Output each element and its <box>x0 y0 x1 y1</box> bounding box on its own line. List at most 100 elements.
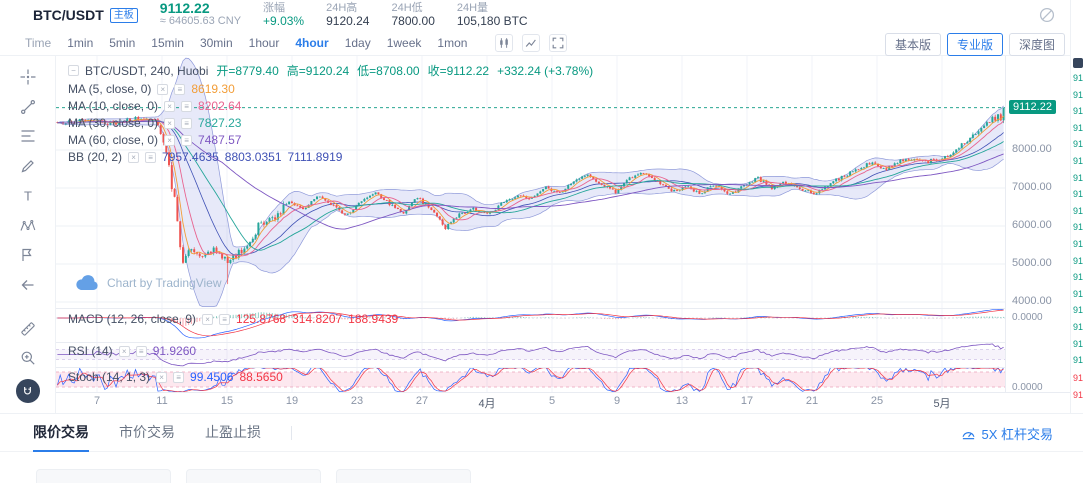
depth-chart-button[interactable]: 深度图 <box>1008 33 1065 56</box>
symbol-block: BTC/USDT 主板 <box>33 7 138 23</box>
interval-1mon[interactable]: 1mon <box>437 35 468 50</box>
chart-style-icon[interactable] <box>495 33 514 52</box>
market-badge: 主板 <box>109 7 138 23</box>
indicator-settings-icon[interactable]: ≡ <box>219 313 231 325</box>
orderbook-ask-fragment: 91 <box>1073 106 1083 117</box>
orderbook-ask-fragment: 91 <box>1073 222 1083 233</box>
tradingview-logo-icon <box>76 275 98 290</box>
orderbook-edge-strip: 91 91 91 91 91 91 91 91 91 91 91 91 91 91 91 91 91 91 91 91 <box>1070 0 1083 413</box>
indicator-legend-bb: BB (20, 2) × ≡ 7957.4635 8803.0351 7111.… <box>68 150 343 164</box>
time-axis[interactable]: 7 11 15 19 23 27 4月 5 9 13 17 21 25 5月 <box>56 392 1005 413</box>
legend-collapse-icon[interactable]: − <box>68 65 79 76</box>
interval-4hour[interactable]: 4hour <box>295 35 329 50</box>
basic-version-button[interactable]: 基本版 <box>884 33 941 56</box>
indicator-hide-icon[interactable]: × <box>202 313 214 325</box>
orderbook-ask-fragment: 91 <box>1073 156 1083 166</box>
tab-limit-order[interactable]: 限价交易 <box>33 414 89 452</box>
order-amount-input[interactable] <box>186 469 321 483</box>
indicator-hide-icon[interactable]: × <box>164 100 176 112</box>
indicator-settings-icon[interactable]: ≡ <box>145 151 157 163</box>
ruler-icon[interactable] <box>19 320 37 338</box>
indicator-hide-icon[interactable]: × <box>157 83 169 95</box>
orderbook-ask-fragment: 91 <box>1073 139 1083 150</box>
pane-separator <box>56 392 1070 393</box>
stoch-axis-label: 0.0000 <box>1012 382 1043 393</box>
time-label: Time <box>25 35 52 50</box>
interval-1min[interactable]: 1min <box>67 35 94 50</box>
date-axis-label: 4月 <box>478 398 496 410</box>
order-total-input[interactable] <box>336 469 471 483</box>
forecast-icon[interactable] <box>19 246 37 264</box>
symbol-header: BTC/USDT 主板 9112.22 ≈ 64605.63 CNY 涨幅 +9… <box>0 0 1083 30</box>
price-axis-label: 6000.00 <box>1012 219 1052 231</box>
indicator-settings-icon[interactable]: ≡ <box>181 134 193 146</box>
chart-title[interactable]: BTC/USDT, 240, Huobi <box>85 63 209 78</box>
price-cny: ≈ 64605.63 CNY <box>159 15 242 27</box>
orderbook-bid-fragment: 91 <box>1073 389 1083 400</box>
hide-panel-arrow-icon[interactable] <box>19 276 37 294</box>
macd-axis-label: 0.0000 <box>1012 312 1043 323</box>
orderbook-toggle-icon[interactable] <box>1073 58 1083 68</box>
pane-separator[interactable] <box>56 367 1070 368</box>
date-axis-label: 11 <box>156 395 168 407</box>
text-tool-icon[interactable]: T <box>19 187 37 205</box>
orderbook-ask-fragment: 91 <box>1073 205 1083 216</box>
indicator-settings-icon[interactable]: ≡ <box>174 83 186 95</box>
xabcd-pattern-icon[interactable] <box>19 217 37 235</box>
indicator-settings-icon[interactable]: ≡ <box>181 117 193 129</box>
tab-divider <box>291 425 292 440</box>
ohlc-low: 低=8708.00 <box>357 64 420 78</box>
stat-24h-high: 24H高 9120.24 <box>326 2 370 28</box>
indicator-settings-icon[interactable]: ≡ <box>135 345 147 357</box>
interval-5min[interactable]: 5min <box>109 35 136 50</box>
fullscreen-icon[interactable] <box>549 33 568 52</box>
date-axis-label: 13 <box>675 395 689 407</box>
indicator-hide-icon[interactable]: × <box>156 371 168 383</box>
interval-1hour[interactable]: 1hour <box>248 35 280 50</box>
crosshair-icon[interactable] <box>19 68 37 86</box>
orderbook-ask-fragment: 91 <box>1073 305 1083 316</box>
zoom-in-icon[interactable] <box>19 350 37 368</box>
orderbook-ask-fragment: 91 <box>1073 272 1083 283</box>
order-price-input[interactable] <box>36 469 171 483</box>
indicator-legend-ma10: MA (10, close, 0) × ≡ 8202.64 <box>68 99 242 113</box>
magnet-icon[interactable] <box>15 379 40 403</box>
interval-30min[interactable]: 30min <box>199 35 233 50</box>
symbol-name[interactable]: BTC/USDT <box>33 7 104 23</box>
circle-slash-icon[interactable] <box>1039 7 1055 23</box>
trend-line-icon[interactable] <box>19 98 37 116</box>
pro-version-button[interactable]: 专业版 <box>946 33 1003 56</box>
interval-1day[interactable]: 1day <box>344 35 371 50</box>
drawing-toolbar: T <box>0 56 56 413</box>
tab-market-order[interactable]: 市价交易 <box>119 423 175 440</box>
indicator-icon[interactable] <box>522 33 541 52</box>
indicator-legend-macd: MACD (12, 26, close, 9) × ≡ 125.8768 314… <box>68 312 399 326</box>
chart-legend-title-row: − BTC/USDT, 240, Huobi 开=8779.40 高=9120.… <box>68 62 593 79</box>
gauge-icon <box>962 431 976 439</box>
indicator-settings-icon[interactable]: ≡ <box>181 100 193 112</box>
pane-separator[interactable] <box>56 342 1070 343</box>
pane-separator[interactable] <box>56 308 1070 309</box>
candlestick-chart[interactable] <box>56 56 1005 392</box>
date-axis-label: 23 <box>350 395 364 407</box>
indicator-legend-ma60: MA (60, close, 0) × ≡ 7487.57 <box>68 133 242 147</box>
indicator-hide-icon[interactable]: × <box>164 134 176 146</box>
trade-panel: 限价交易 市价交易 止盈止损 5X 杠杆交易 <box>0 413 1083 483</box>
interval-1week[interactable]: 1week <box>386 35 422 50</box>
ohlc-change: +332.24 (+3.78%) <box>497 63 594 78</box>
tab-stop-limit[interactable]: 止盈止损 <box>205 423 261 440</box>
last-price: 9112.22 <box>159 0 210 16</box>
indicator-hide-icon[interactable]: × <box>128 151 140 163</box>
indicator-hide-icon[interactable]: × <box>118 345 130 357</box>
indicator-settings-icon[interactable]: ≡ <box>173 371 185 383</box>
indicator-hide-icon[interactable]: × <box>164 117 176 129</box>
interval-15min[interactable]: 15min <box>151 35 184 50</box>
current-price-badge: 9112.22 <box>1009 99 1056 114</box>
leverage-link[interactable]: 5X 杠杆交易 <box>961 414 1053 452</box>
brush-icon[interactable] <box>19 157 37 175</box>
orderbook-ask-fragment: 91 <box>1073 338 1083 349</box>
date-axis-label: 27 <box>415 395 429 407</box>
fibonacci-icon[interactable] <box>19 127 37 145</box>
price-axis[interactable]: 9112.22 0.0000 0.0000 8000.00 7000.00 6000… <box>1005 56 1070 393</box>
ohlc-close: 收=9112.22 <box>427 64 490 78</box>
